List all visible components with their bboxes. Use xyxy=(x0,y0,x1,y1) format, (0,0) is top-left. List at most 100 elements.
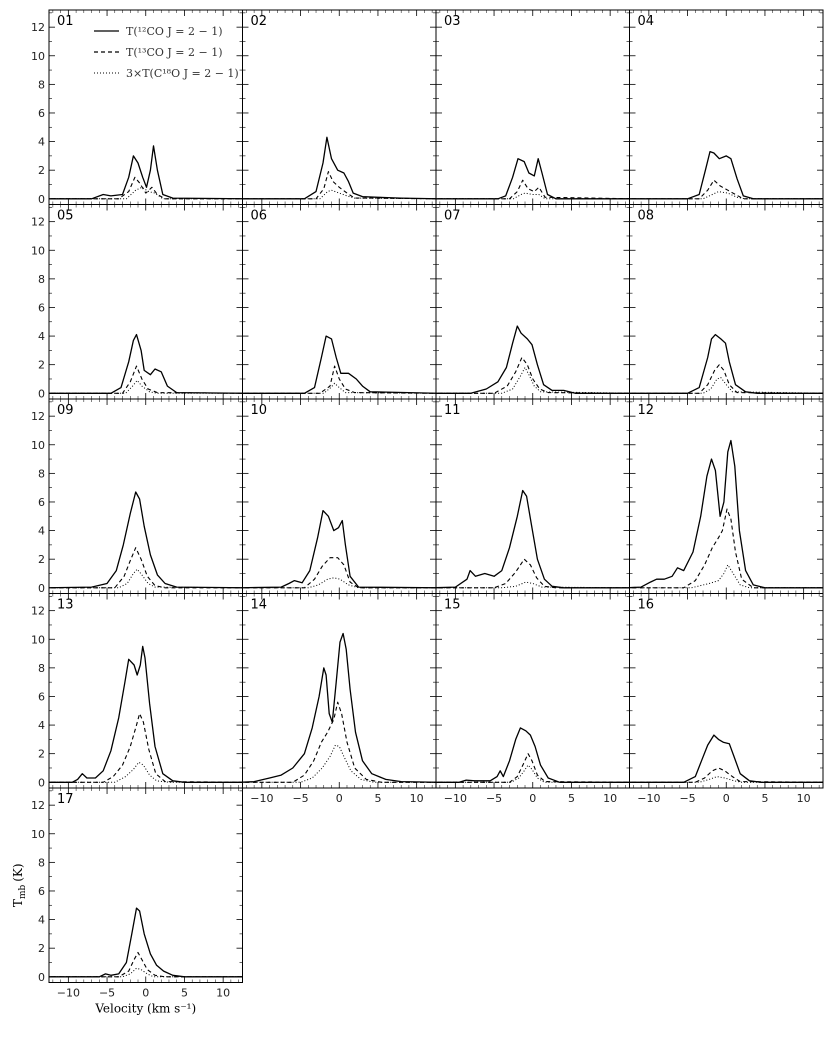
series-line-co12 xyxy=(436,158,630,200)
y-axis-label: Tmb (K) xyxy=(11,863,28,907)
y-tick-label: 8 xyxy=(38,273,45,286)
panel-label: 03 xyxy=(444,14,461,29)
y-tick-label: 6 xyxy=(38,885,45,898)
legend-label-co12: T(¹²CO J = 2 − 1) xyxy=(126,25,223,38)
y-tick-label: 4 xyxy=(38,136,45,149)
panel-frame xyxy=(242,398,437,594)
panel-label: 15 xyxy=(444,598,461,613)
panel-frame xyxy=(435,398,630,594)
panel-05: 0 2 4 6 8 10 12 05 xyxy=(31,204,243,400)
series-line-co12 xyxy=(49,645,243,783)
legend-label-c18o: 3×T(C¹⁸O J = 2 − 1) xyxy=(126,67,239,80)
x-tick-label: −5 xyxy=(679,792,695,805)
panel-13: 0 2 4 6 8 10 12 13 xyxy=(31,593,243,789)
series-line-c18o xyxy=(49,379,243,394)
series-line-13co xyxy=(49,547,243,589)
series-line-c18o xyxy=(629,191,823,200)
panel-06: 06 xyxy=(242,204,437,400)
panel-label: 12 xyxy=(638,403,655,418)
x-tick-label: 5 xyxy=(374,792,381,805)
series-line-13co xyxy=(242,171,436,200)
y-tick-label: 12 xyxy=(31,21,45,34)
y-tick-label: 0 xyxy=(38,387,45,400)
series-line-c18o xyxy=(629,564,823,589)
y-tick-label: 8 xyxy=(38,662,45,675)
panel-label: 11 xyxy=(444,403,461,418)
series-line-co12 xyxy=(436,727,630,783)
y-tick-label: 0 xyxy=(38,193,45,206)
series-line-13co xyxy=(49,176,243,200)
y-tick-label: 4 xyxy=(38,525,45,538)
panel-frame xyxy=(48,204,243,400)
y-tick-label: 4 xyxy=(38,914,45,927)
series-line-13co xyxy=(49,713,243,783)
x-tick-label: 10 xyxy=(797,792,811,805)
y-tick-label: 10 xyxy=(31,633,45,646)
series-line-c18o xyxy=(242,744,436,783)
series-line-13co xyxy=(436,356,630,394)
series-line-13co xyxy=(242,557,436,589)
y-tick-label: 2 xyxy=(38,942,45,955)
y-tick-label: 0 xyxy=(38,776,45,789)
x-tick-label: −10 xyxy=(637,792,660,805)
y-tick-label: 2 xyxy=(38,748,45,761)
panel-frame xyxy=(435,593,630,789)
y-tick-label: 0 xyxy=(38,582,45,595)
panel-frame xyxy=(629,593,824,789)
panel-frame xyxy=(242,9,437,205)
series-line-c18o xyxy=(436,367,630,394)
y-tick-label: 12 xyxy=(31,216,45,229)
y-tick-label: 0 xyxy=(38,971,45,984)
panel-label: 16 xyxy=(638,598,655,613)
panel-frame xyxy=(48,9,243,205)
y-tick-label: 10 xyxy=(31,244,45,257)
y-tick-label: 6 xyxy=(38,301,45,314)
panel-17: 0 2 4 6 8 10 12 −10 −5 0 5 10 17 xyxy=(31,787,243,1000)
y-tick-label: 12 xyxy=(31,605,45,618)
y-tick-label: 6 xyxy=(38,107,45,120)
panel-label: 17 xyxy=(57,792,74,807)
series-line-c18o xyxy=(629,377,823,394)
series-line-13co xyxy=(436,753,630,783)
y-tick-label: 10 xyxy=(31,828,45,841)
series-line-c18o xyxy=(49,967,243,978)
series-line-13co xyxy=(242,701,436,783)
panel-07: 07 xyxy=(435,204,630,400)
series-line-c18o xyxy=(436,581,630,589)
series-line-c18o xyxy=(629,776,823,783)
series-line-co12 xyxy=(629,333,823,394)
series-line-13co xyxy=(49,951,243,978)
series-line-co12 xyxy=(49,907,243,978)
panel-label: 08 xyxy=(638,209,655,224)
series-line-co12 xyxy=(242,335,436,394)
x-tick-label: −10 xyxy=(250,792,273,805)
x-tick-label: −5 xyxy=(486,792,502,805)
panel-frame xyxy=(435,204,630,400)
series-line-co12 xyxy=(436,489,630,589)
panel-frame xyxy=(48,398,243,594)
x-tick-label: 5 xyxy=(568,792,575,805)
x-tick-label: −10 xyxy=(444,792,467,805)
series-line-13co xyxy=(629,767,823,783)
legend-label-13co: T(¹³CO J = 2 − 1) xyxy=(126,46,223,59)
y-axis-label-unit: (K) xyxy=(11,863,25,881)
x-axis-label: Velocity (km s⁻¹) xyxy=(94,1002,196,1016)
x-tick-label: 5 xyxy=(761,792,768,805)
series-line-13co xyxy=(49,365,243,394)
panel-11: 11 xyxy=(435,398,630,594)
panel-label: 09 xyxy=(57,403,74,418)
panel-frame xyxy=(629,204,824,400)
panel-08: 08 xyxy=(629,204,824,400)
panel-16: −10 −5 0 5 10 16 xyxy=(629,593,824,805)
panel-label: 01 xyxy=(57,14,74,29)
series-line-c18o xyxy=(242,577,436,589)
x-tick-label: 10 xyxy=(410,792,424,805)
x-tick-label: 10 xyxy=(603,792,617,805)
series-line-c18o xyxy=(242,382,436,394)
panel-09: 0 2 4 6 8 10 12 09 xyxy=(31,398,243,595)
panel-label: 02 xyxy=(251,14,268,29)
x-tick-label: 0 xyxy=(529,792,536,805)
x-tick-label: 0 xyxy=(336,792,343,805)
series-line-c18o xyxy=(49,568,243,589)
